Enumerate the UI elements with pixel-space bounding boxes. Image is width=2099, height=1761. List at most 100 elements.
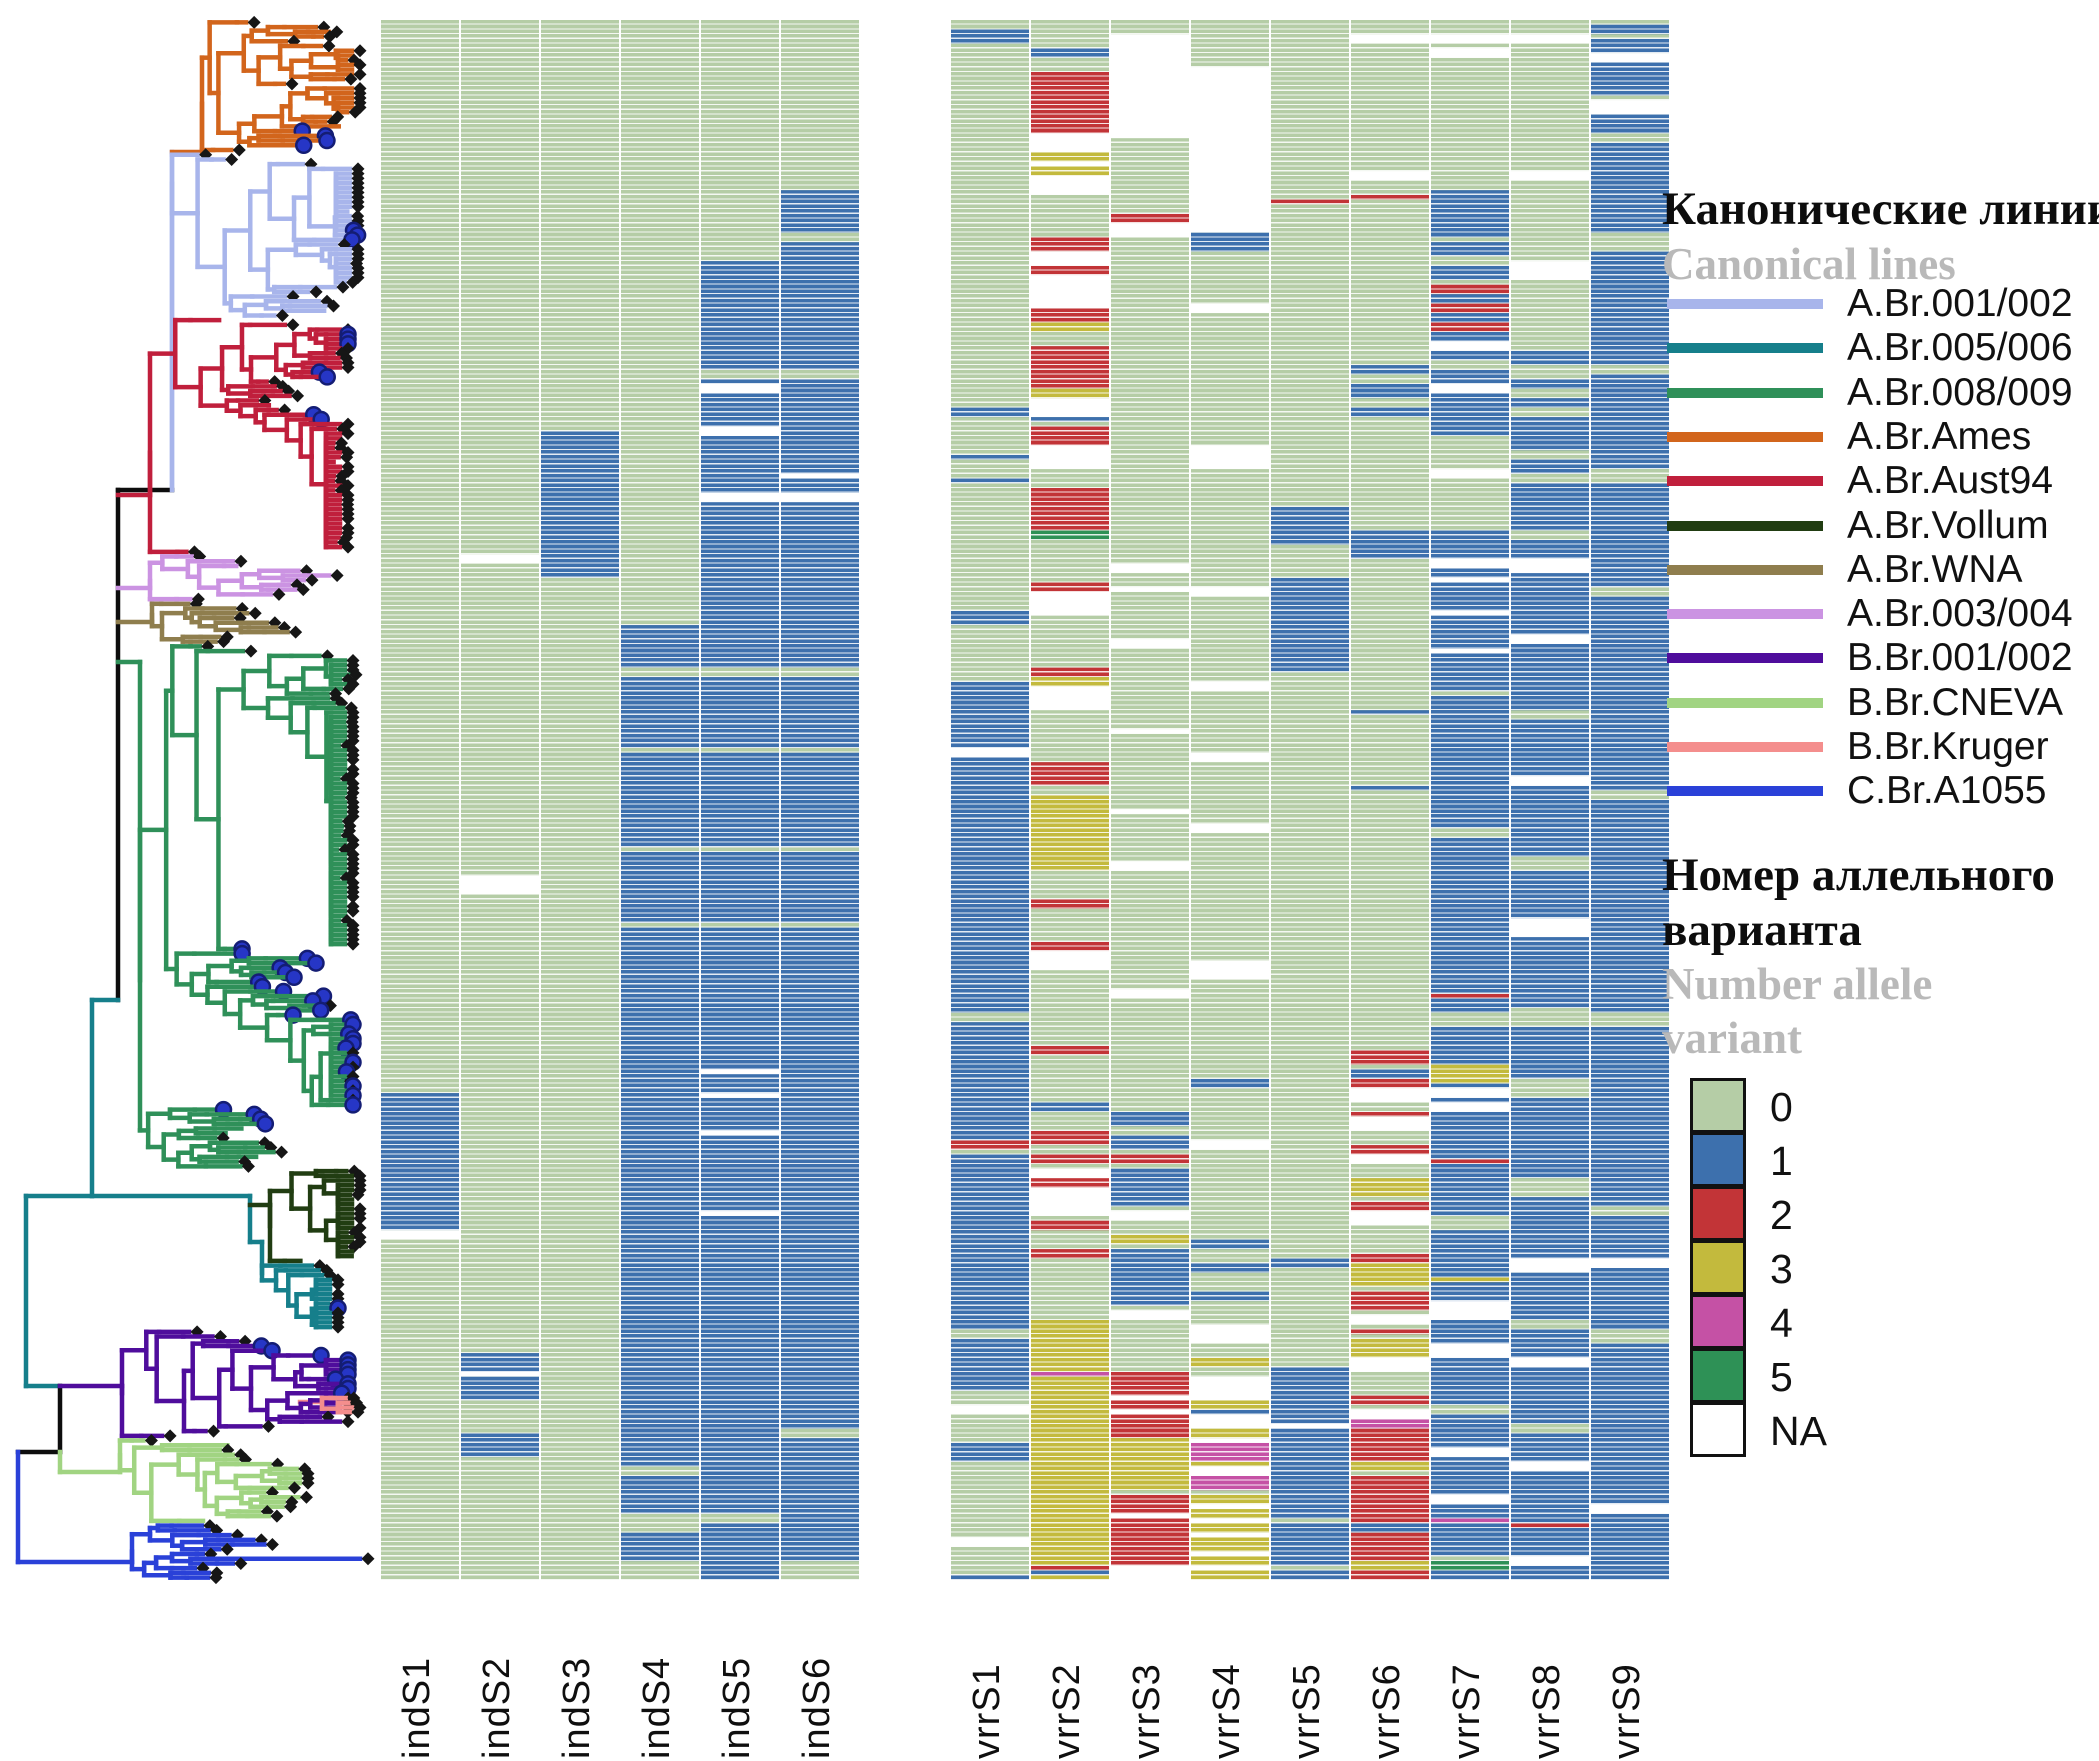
heat-run-value-NA (781, 492, 859, 503)
heat-run-value-2 (1351, 1291, 1429, 1311)
heat-run-value-NA (1191, 303, 1269, 314)
heat-run-value-1 (1591, 114, 1669, 134)
tip-circle-marker (318, 131, 336, 150)
heat-run-value-NA (1031, 398, 1109, 418)
tip-circle-marker (318, 368, 336, 386)
heat-run-value-1 (1511, 540, 1589, 857)
scale-label-4: 4 (1770, 1300, 1793, 1346)
tip-diamond-marker (225, 152, 239, 166)
heat-run-value-3 (1351, 1178, 1429, 1198)
tip-diamond-marker (323, 30, 337, 44)
heat-run-value-NA (1511, 1461, 1589, 1472)
heat-run-value-1 (1111, 1249, 1189, 1306)
column-label-vrrS2: vrrS2 (1046, 1663, 1088, 1759)
heat-run-value-0 (1431, 1556, 1509, 1562)
heat-run-value-3 (1031, 1320, 1109, 1372)
heat-run-value-NA (1111, 639, 1189, 649)
heat-run-value-0 (1511, 1008, 1589, 1027)
heat-run-value-0 (951, 1149, 1029, 1155)
heat-run-value-1 (1431, 265, 1509, 280)
heat-run-value-NA (1591, 1504, 1669, 1514)
heat-run-value-2 (1351, 1078, 1429, 1089)
heat-run-value-0 (1511, 710, 1589, 720)
tip-diamond-marker (341, 540, 355, 554)
heat-run-value-1 (1511, 379, 1589, 389)
heat-run-value-NA (1351, 1116, 1429, 1131)
heat-run-value-NA (1351, 1211, 1429, 1226)
heat-run-value-1 (541, 431, 619, 578)
heat-run-value-NA (1191, 1438, 1269, 1443)
heat-run-value-NA (1431, 1301, 1509, 1320)
heat-run-value-1 (1591, 1026, 1669, 1330)
tip-diamond-marker (244, 644, 258, 658)
heat-run-value-1 (1031, 48, 1109, 58)
scale-label-1: 1 (1770, 1138, 1793, 1184)
heat-run-value-NA (1111, 1310, 1189, 1320)
heat-run-value-1 (1431, 294, 1509, 304)
heat-run-value-0 (781, 1428, 859, 1439)
heat-run-value-NA (701, 1069, 779, 1075)
legend-line-swatch (1667, 343, 1823, 354)
heat-run-value-1 (1191, 1291, 1269, 1302)
column-background (1111, 20, 1189, 1580)
column-label-indS3: indS3 (556, 1656, 598, 1759)
heat-run-value-2 (1031, 1565, 1109, 1571)
legend-line-swatch (1667, 786, 1823, 797)
column-label-indS1: indS1 (396, 1656, 438, 1759)
tip-diamond-marker (336, 280, 350, 294)
heat-run-value-1 (1431, 998, 1509, 1013)
heat-run-value-2 (1351, 1395, 1429, 1406)
tip-diamond-marker (265, 1538, 279, 1552)
heat-run-value-NA (1511, 261, 1589, 280)
heat-run-value-3 (1031, 388, 1109, 399)
tip-diamond-marker (287, 1481, 301, 1495)
heat-run-value-3 (1031, 1575, 1109, 1580)
heat-run-value-1 (1591, 142, 1669, 233)
legend-entry-B.Br.001/002: B.Br.001/002 (1660, 636, 2073, 680)
heat-run-value-3 (1351, 1561, 1429, 1571)
heat-run-value-1 (461, 1433, 539, 1458)
scale-label-5: 5 (1770, 1354, 1793, 1400)
tip-diamond-marker (299, 1490, 313, 1504)
heat-run-value-1 (1511, 350, 1589, 366)
heat-run-value-1 (1591, 1343, 1669, 1505)
tip-diamond-marker (331, 1278, 345, 1292)
heat-run-value-1 (1111, 1168, 1189, 1207)
heat-run-value-NA (1511, 776, 1589, 786)
heat-run-value-NA (1031, 686, 1109, 711)
heat-run-value-1 (781, 190, 859, 1580)
heat-run-value-2 (1111, 1494, 1189, 1514)
scale-label-2: 2 (1770, 1192, 1793, 1238)
heat-run-value-1 (1431, 350, 1509, 361)
heat-run-value-2 (1031, 346, 1109, 389)
column-label-vrrS9: vrrS9 (1606, 1663, 1648, 1759)
heat-run-value-NA (1191, 1565, 1269, 1571)
heat-run-value-NA (1351, 34, 1429, 44)
heat-run-value-1 (1591, 251, 1669, 366)
tip-circle-marker (344, 1096, 362, 1114)
heat-run-value-NA (1431, 1343, 1509, 1358)
heat-run-value-1 (1031, 417, 1109, 422)
heat-run-value-NA (1511, 171, 1589, 181)
heat-run-value-0 (1511, 473, 1589, 484)
heat-run-value-2 (1351, 1201, 1429, 1212)
legend-entry-B.Br.Kruger: B.Br.Kruger (1660, 725, 2049, 769)
heat-run-value-1 (1351, 365, 1429, 375)
legend-entry-B.Br.CNEVA: B.Br.CNEVA (1660, 681, 2063, 725)
heat-run-value-0 (781, 369, 859, 380)
legend-line-label: A.Br.Aust94 (1847, 459, 2053, 503)
heat-run-value-NA (1191, 1551, 1269, 1557)
heat-run-value-NA (381, 1230, 459, 1240)
tip-diamond-marker (351, 1405, 365, 1419)
scale-title-ru-line2: варианта (1662, 904, 1862, 956)
heat-run-value-4 (1031, 1372, 1109, 1377)
legend-entry-A.Br.Aust94: A.Br.Aust94 (1660, 459, 2053, 503)
heat-run-value-2 (1431, 303, 1509, 314)
heat-run-value-0 (1591, 587, 1669, 597)
heat-run-value-1 (1591, 374, 1669, 470)
heat-run-value-1 (1351, 1069, 1429, 1079)
heat-run-value-NA (461, 1372, 539, 1377)
heat-run-value-0 (701, 667, 779, 678)
